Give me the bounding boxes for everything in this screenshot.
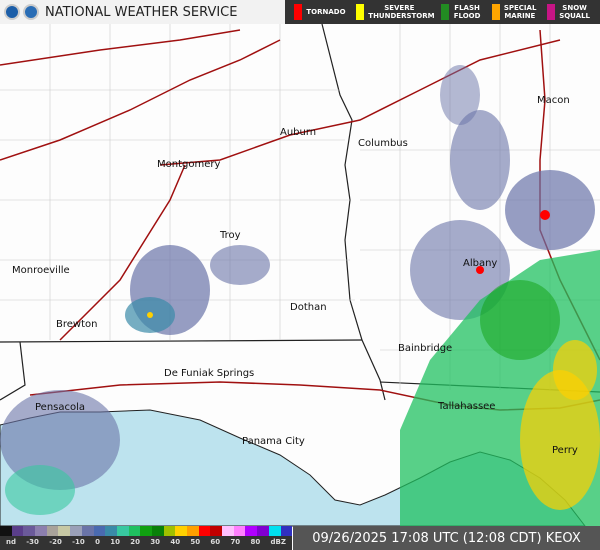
scale-color bbox=[198, 526, 211, 536]
city-label: Dothan bbox=[290, 302, 327, 313]
scale-color bbox=[222, 526, 234, 536]
reflectivity-legend: nd -30 -20 -10 0 10 20 30 40 50 60 70 80 dBZ bbox=[0, 526, 293, 550]
city-labels: Macon Auburn Columbus Montgomery Troy Al… bbox=[12, 95, 578, 456]
scale-tick-label: 0 bbox=[95, 538, 100, 546]
tornado-swatch bbox=[294, 4, 303, 20]
scale-color bbox=[116, 526, 129, 536]
scale-color bbox=[105, 526, 117, 536]
scale-tick-label: 70 bbox=[230, 538, 241, 546]
scale-color bbox=[210, 526, 223, 536]
scale-color bbox=[151, 526, 164, 536]
scale-tick-label: 30 bbox=[150, 538, 161, 546]
warning-severe-thunderstorm: SEVERE THUNDERSTORM bbox=[356, 4, 435, 20]
radar-echoes bbox=[0, 65, 600, 526]
scale-color bbox=[81, 526, 94, 536]
city-label: Brewton bbox=[56, 319, 97, 330]
noaa-logo-icon bbox=[4, 4, 20, 20]
scale-color bbox=[23, 526, 36, 536]
color-scale bbox=[0, 526, 293, 536]
city-label: Macon bbox=[537, 95, 570, 106]
city-label: Columbus bbox=[358, 138, 408, 149]
scale-tick-label: 50 bbox=[190, 538, 201, 546]
scale-tick-label: 80 bbox=[250, 538, 261, 546]
scale-tick-label: 20 bbox=[130, 538, 141, 546]
scale-color bbox=[257, 526, 269, 536]
city-label: De Funiak Springs bbox=[164, 368, 254, 379]
flash-flood-swatch bbox=[441, 4, 450, 20]
scale-color bbox=[175, 526, 187, 536]
scale-color bbox=[268, 526, 281, 536]
scale-tick-label: 40 bbox=[170, 538, 181, 546]
scale-tick-label: 60 bbox=[210, 538, 221, 546]
scale-ticks: nd -30 -20 -10 0 10 20 30 40 50 60 70 80 dBZ bbox=[0, 536, 292, 546]
scale-tick-label: -10 bbox=[72, 538, 85, 546]
scale-color bbox=[128, 526, 141, 536]
city-label: Auburn bbox=[280, 127, 316, 138]
severe-thunderstorm-swatch bbox=[356, 4, 365, 20]
warning-legend: TORNADO SEVERE THUNDERSTORM FLASH FLOOD … bbox=[285, 0, 600, 24]
scale-color bbox=[233, 526, 246, 536]
city-label: Perry bbox=[552, 445, 578, 456]
scale-color bbox=[280, 526, 293, 536]
scale-color bbox=[163, 526, 176, 536]
city-label: Monroeville bbox=[12, 265, 70, 276]
warning-snow-squall: SNOW SQUALL bbox=[546, 4, 591, 20]
scale-color bbox=[140, 526, 152, 536]
scale-color bbox=[58, 526, 71, 536]
city-label: Albany bbox=[463, 258, 497, 269]
timestamp: 09/26/2025 17:08 UTC (12:08 CDT) KEOX bbox=[293, 526, 600, 550]
city-label: Bainbridge bbox=[398, 343, 452, 354]
scale-color bbox=[245, 526, 258, 536]
header: NATIONAL WEATHER SERVICE bbox=[0, 0, 285, 24]
scale-color bbox=[0, 526, 12, 536]
city-label: Troy bbox=[219, 230, 241, 241]
scale-color bbox=[11, 526, 24, 536]
scale-tick-label: -30 bbox=[26, 538, 39, 546]
city-label: Panama City bbox=[242, 436, 305, 447]
snow-squall-swatch bbox=[546, 4, 555, 20]
scale-tick-label: 10 bbox=[110, 538, 120, 546]
warning-tornado: TORNADO bbox=[294, 4, 346, 20]
city-label: Pensacola bbox=[35, 402, 85, 413]
scale-color bbox=[187, 526, 199, 536]
scale-tick-label: dBZ bbox=[270, 538, 286, 546]
header-title: NATIONAL WEATHER SERVICE bbox=[45, 4, 238, 20]
scale-color bbox=[35, 526, 47, 536]
warning-special-marine: SPECIAL MARINE bbox=[491, 4, 536, 20]
scale-color bbox=[93, 526, 106, 536]
scale-tick-label: -20 bbox=[49, 538, 62, 546]
scale-color bbox=[70, 526, 82, 536]
special-marine-swatch bbox=[491, 4, 500, 20]
warning-flash-flood: FLASH FLOOD bbox=[441, 4, 481, 20]
scale-tick-label: nd bbox=[6, 538, 16, 546]
scale-color bbox=[46, 526, 59, 536]
nws-logo-icon bbox=[23, 4, 39, 20]
city-label: Tallahassee bbox=[437, 401, 495, 412]
city-label: Montgomery bbox=[157, 159, 220, 170]
